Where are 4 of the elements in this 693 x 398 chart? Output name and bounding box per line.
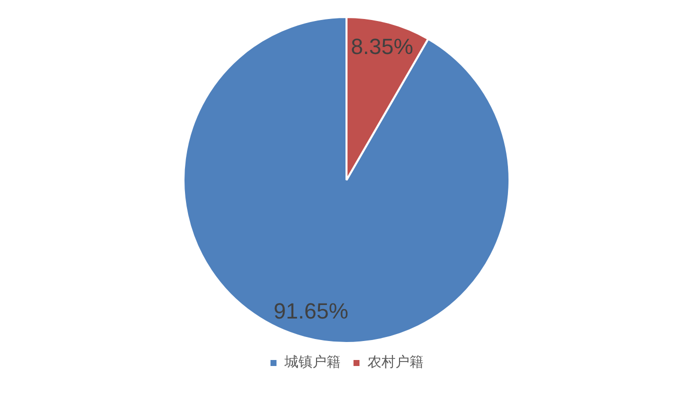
legend-label: 农村户籍 [368,354,424,371]
data-label: 91.65% [274,298,348,324]
legend-label: 城镇户籍 [284,354,340,371]
data-label: 8.35% [350,34,414,59]
